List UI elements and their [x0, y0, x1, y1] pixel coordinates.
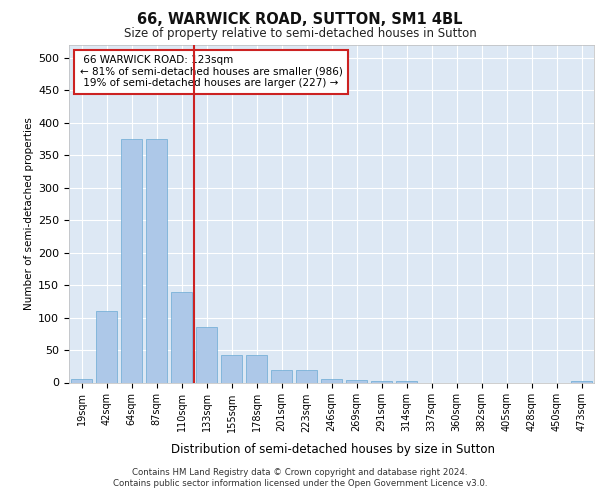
Bar [96, 311, 117, 382]
Bar [571, 381, 592, 382]
Bar [271, 370, 292, 382]
Bar [396, 381, 417, 382]
Bar [221, 355, 242, 382]
Text: 66 WARWICK ROAD: 123sqm
← 81% of semi-detached houses are smaller (986)
 19% of : 66 WARWICK ROAD: 123sqm ← 81% of semi-de… [79, 55, 343, 88]
Bar [121, 139, 142, 382]
Bar [371, 381, 392, 382]
Bar [346, 380, 367, 382]
Text: 66, WARWICK ROAD, SUTTON, SM1 4BL: 66, WARWICK ROAD, SUTTON, SM1 4BL [137, 12, 463, 28]
Y-axis label: Number of semi-detached properties: Number of semi-detached properties [24, 118, 34, 310]
Bar [196, 328, 217, 382]
Bar [296, 370, 317, 382]
Text: Distribution of semi-detached houses by size in Sutton: Distribution of semi-detached houses by … [171, 442, 495, 456]
Bar [171, 292, 192, 382]
Bar [246, 355, 267, 382]
Bar [146, 139, 167, 382]
Bar [71, 380, 92, 382]
Bar [321, 380, 342, 382]
Text: Contains HM Land Registry data © Crown copyright and database right 2024.
Contai: Contains HM Land Registry data © Crown c… [113, 468, 487, 487]
Text: Size of property relative to semi-detached houses in Sutton: Size of property relative to semi-detach… [124, 28, 476, 40]
